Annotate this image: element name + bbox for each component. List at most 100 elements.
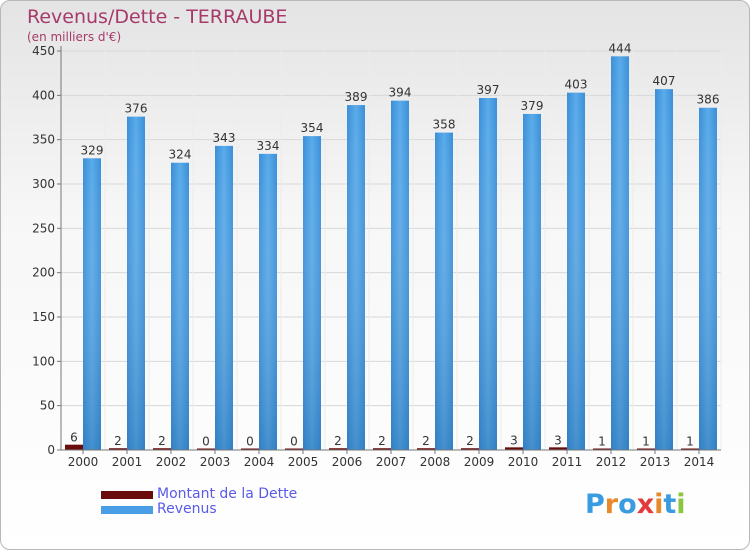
bar-dette-2009 — [461, 448, 479, 450]
x-tick-label-2002: 2002 — [156, 455, 187, 469]
label-dette-2013: 1 — [642, 435, 650, 449]
bar-dette-2003 — [197, 448, 215, 450]
legend-label-dette: Montant de la Dette — [157, 486, 298, 502]
label-revenus-2005: 354 — [301, 121, 324, 135]
label-dette-2003: 0 — [202, 435, 210, 449]
y-tick-label-100: 100 — [32, 354, 55, 368]
label-dette-2011: 3 — [554, 433, 562, 447]
legend-swatch-revenus — [101, 506, 153, 514]
label-dette-2001: 2 — [114, 434, 122, 448]
chart-subtitle: (en milliers d'€) — [27, 30, 122, 44]
x-tick-label-2012: 2012 — [596, 455, 627, 469]
logo-letter: i — [654, 489, 664, 520]
logo-letter: t — [663, 489, 677, 520]
bar-revenus-shade-2001 — [127, 116, 145, 450]
label-dette-2010: 3 — [510, 433, 518, 447]
bar-dette-2005 — [285, 448, 303, 450]
bar-revenus-shade-2012 — [611, 56, 629, 450]
label-dette-2009: 2 — [466, 434, 474, 448]
x-tick-label-2009: 2009 — [464, 455, 495, 469]
bar-dette-2002 — [153, 448, 171, 450]
bar-revenus-shade-2008 — [435, 132, 453, 450]
label-dette-2008: 2 — [422, 434, 430, 448]
label-revenus-2006: 389 — [345, 90, 368, 104]
label-dette-2004: 0 — [246, 435, 254, 449]
label-revenus-2001: 376 — [125, 102, 148, 116]
y-tick-label-350: 350 — [32, 133, 55, 147]
y-tick-label-250: 250 — [32, 221, 55, 235]
label-dette-2005: 0 — [290, 435, 298, 449]
legend-swatch-dette — [101, 491, 153, 499]
label-revenus-2014: 386 — [697, 93, 720, 107]
logo-letter: x — [636, 489, 655, 520]
bar-dette-2006 — [329, 448, 347, 450]
bar-revenus-shade-2005 — [303, 136, 321, 450]
bar-revenus-shade-2010 — [523, 113, 541, 450]
bar-revenus-shade-2014 — [699, 107, 717, 450]
bar-dette-2014 — [681, 448, 699, 450]
x-tick-label-2005: 2005 — [288, 455, 319, 469]
logo-letter: P — [585, 489, 605, 520]
x-tick-label-2008: 2008 — [420, 455, 451, 469]
x-tick-label-2000: 2000 — [68, 455, 99, 469]
label-dette-2006: 2 — [334, 434, 342, 448]
y-tick-label-200: 200 — [32, 266, 55, 280]
bar-revenus-shade-2003 — [215, 145, 233, 450]
label-revenus-2002: 324 — [169, 148, 192, 162]
label-revenus-2007: 394 — [389, 86, 412, 100]
y-tick-label-450: 450 — [32, 44, 55, 58]
label-revenus-2012: 444 — [609, 41, 632, 55]
label-revenus-2013: 407 — [653, 74, 676, 88]
bar-dette-2007 — [373, 448, 391, 450]
bar-revenus-shade-2009 — [479, 97, 497, 450]
bar-dette-2012 — [593, 448, 611, 450]
y-tick-label-50: 50 — [40, 399, 55, 413]
proxiti-logo: Proxiti — [585, 489, 686, 520]
bar-revenus-shade-2011 — [567, 92, 585, 450]
bar-dette-2000 — [65, 444, 83, 450]
logo-letter: r — [604, 489, 619, 520]
label-revenus-2000: 329 — [81, 143, 104, 157]
label-dette-2007: 2 — [378, 434, 386, 448]
x-tick-label-2001: 2001 — [112, 455, 143, 469]
x-tick-label-2007: 2007 — [376, 455, 407, 469]
x-tick-label-2006: 2006 — [332, 455, 363, 469]
x-tick-label-2011: 2011 — [552, 455, 583, 469]
bar-revenus-shade-2013 — [655, 89, 673, 451]
y-tick-label-0: 0 — [47, 443, 55, 457]
label-dette-2002: 2 — [158, 434, 166, 448]
x-tick-label-2010: 2010 — [508, 455, 539, 469]
label-revenus-2011: 403 — [565, 78, 588, 92]
y-tick-label-400: 400 — [32, 88, 55, 102]
bar-revenus-shade-2006 — [347, 105, 365, 450]
bar-revenus-shade-2004 — [259, 153, 277, 450]
bar-layer: 6 329 2 376 2 324 0 343 0 334 0 354 2 389 2 394 2 358 2 397… — [65, 41, 720, 451]
bar-dette-2004 — [241, 448, 259, 450]
bar-dette-2010 — [505, 447, 523, 450]
bar-dette-2008 — [417, 448, 435, 450]
logo-letter: i — [676, 489, 686, 520]
x-tick-label-2014: 2014 — [684, 455, 715, 469]
label-revenus-2009: 397 — [477, 83, 500, 97]
bar-dette-2001 — [109, 448, 127, 450]
bar-revenus-shade-2000 — [83, 158, 101, 450]
bar-revenus-shade-2007 — [391, 100, 409, 451]
logo-letter: o — [618, 489, 637, 520]
label-revenus-2008: 358 — [433, 118, 456, 132]
label-dette-2014: 1 — [686, 435, 694, 449]
label-revenus-2010: 379 — [521, 99, 544, 113]
bar-revenus-shade-2002 — [171, 162, 189, 450]
x-tick-label-2013: 2013 — [640, 455, 671, 469]
x-tick-label-2003: 2003 — [200, 455, 231, 469]
x-tick-label-2004: 2004 — [244, 455, 275, 469]
bar-dette-2011 — [549, 447, 567, 450]
label-revenus-2004: 334 — [257, 139, 280, 153]
legend-label-revenus: Revenus — [157, 501, 217, 517]
label-dette-2000: 6 — [70, 431, 78, 445]
label-revenus-2003: 343 — [213, 131, 236, 145]
bar-dette-2013 — [637, 448, 655, 450]
y-tick-label-300: 300 — [32, 177, 55, 191]
